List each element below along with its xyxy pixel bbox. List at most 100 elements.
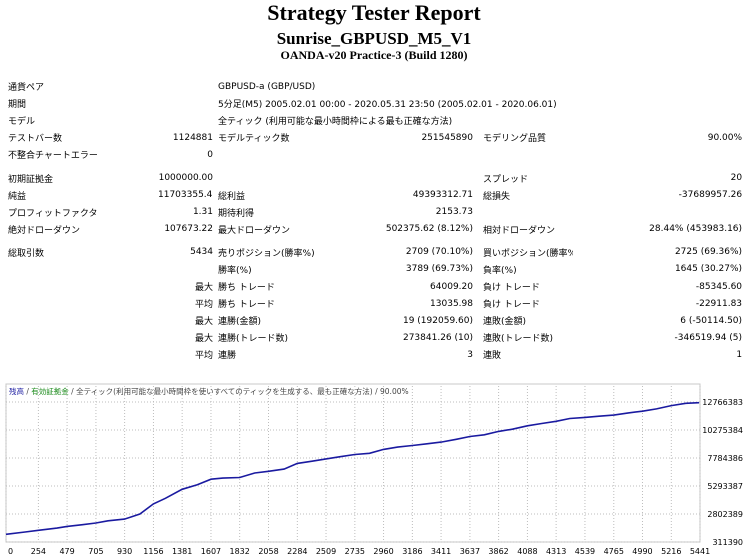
- y-tick-label: 5293387: [707, 482, 743, 491]
- x-tick-label: 4539: [575, 547, 595, 556]
- max-consec-profit-value: 273841.26 (10): [402, 332, 473, 343]
- loss-label: 負率(%): [483, 265, 517, 276]
- long-value: 2725 (69.36%): [674, 247, 743, 258]
- x-tick-label: 2284: [287, 547, 307, 556]
- y-tick-label: 10275384: [702, 426, 743, 435]
- avg-consec-losses-value: 1: [736, 349, 743, 360]
- max-consec-wins-value: 19 (192059.60): [402, 315, 473, 326]
- bars-value: 1124881: [172, 132, 213, 143]
- trades-value: 5434: [190, 247, 213, 258]
- x-tick-label: 1156: [143, 547, 163, 556]
- win-label: 勝率(%): [218, 265, 252, 276]
- net-value: 11703355.45: [158, 190, 213, 201]
- x-tick-label: 3411: [431, 547, 451, 556]
- gross-loss-label: 総損失: [483, 191, 511, 202]
- row-avg-consec: 平均 連勝 3 連敗 1: [8, 346, 742, 363]
- quality-label: モデリング品質: [483, 134, 547, 145]
- x-tick-label: 930: [117, 547, 132, 556]
- x-tick-label: 3862: [488, 547, 508, 556]
- report-subtitle: Sunrise_GBPUSD_M5_V1: [276, 29, 472, 48]
- balance-chart: 残高 / 有効証拠金 / 全ティック(利用可能な最小時間枠を使いすべてのティック…: [5, 383, 743, 556]
- x-tick-label: 3186: [402, 547, 422, 556]
- largest-loss-label: 負け トレード: [483, 283, 540, 294]
- largest-win-value: 64009.20: [430, 281, 473, 292]
- grid: [5, 386, 701, 543]
- balance-line: [5, 401, 700, 536]
- largest-word: 最大: [194, 283, 213, 294]
- x-tick-label: 1607: [201, 547, 221, 556]
- pf-value: 1.31: [192, 207, 213, 218]
- rel-dd-value: 28.44% (453983.16): [649, 224, 743, 235]
- abs-dd-value: 107673.22: [164, 224, 213, 235]
- row-consec-profit: 最大 連勝(トレード数) 273841.26 (10) 連敗(トレード数) -3…: [8, 329, 742, 346]
- avg-consec-wins-value: 3: [467, 349, 473, 360]
- x-tick-label: 4088: [517, 547, 537, 556]
- model-value: 全ティック (利用可能な最小時間枠による最も正確な方法): [218, 117, 453, 128]
- y-tick-label: 12766383: [702, 398, 743, 407]
- row-net: 純益 11703355.45 総利益 49393312.71 総損失 -3768…: [8, 187, 742, 204]
- pf-label: プロフィットファクタ: [8, 208, 98, 219]
- row-bars: テストバー数 1124881 モデルティック数 251545890 モデリング品…: [8, 129, 742, 146]
- gross-profit-label: 総利益: [218, 191, 246, 202]
- symbol-label: 通貨ペア: [8, 83, 45, 94]
- report-title: Strategy Tester Report: [267, 0, 481, 25]
- consec-profit-word: 最大: [194, 334, 213, 345]
- x-tick-label: 4990: [632, 547, 652, 556]
- row-symbol: 通貨ペア GBPUSD-a (GBP/USD): [8, 78, 742, 95]
- legend-balance: 残高: [9, 386, 24, 396]
- trades-label: 総取引数: [8, 248, 45, 259]
- period-label: 期間: [8, 100, 27, 111]
- spread-label: スプレッド: [483, 174, 529, 185]
- win-value: 3789 (69.73%): [405, 264, 473, 275]
- row-model: モデル 全ティック (利用可能な最小時間枠による最も正確な方法): [8, 112, 742, 129]
- avg-consec-wins-label: 連勝: [218, 351, 237, 362]
- plot-area: [5, 383, 701, 543]
- ticks-value: 251545890: [421, 132, 473, 143]
- avg-consec-word: 平均: [194, 351, 213, 362]
- x-tick-label: 1832: [229, 547, 249, 556]
- max-dd-value: 502375.62 (8.12%): [385, 224, 473, 235]
- report-table: 通貨ペア GBPUSD-a (GBP/USD) 期間 5分足(M5) 2005.…: [8, 78, 742, 364]
- deposit-label: 初期証拠金: [8, 174, 54, 185]
- row-period: 期間 5分足(M5) 2005.02.01 00:00 - 2020.05.31…: [8, 95, 742, 112]
- x-tick-label: 4765: [604, 547, 624, 556]
- short-value: 2709 (70.10%): [405, 247, 473, 258]
- row-winrate: 勝率(%) 3789 (69.73%) 負率(%) 1645 (30.27%): [8, 261, 742, 278]
- avg-loss-value: -22911.83: [695, 298, 743, 309]
- x-tick-label: 2735: [345, 547, 365, 556]
- consec-wins-word: 最大: [194, 317, 213, 328]
- row-mismatch: 不整合チャートエラー 0: [8, 146, 742, 163]
- row-deposit: 初期証拠金 1000000.00 スプレッド 20: [8, 169, 742, 186]
- gross-profit-value: 49393312.71: [412, 190, 473, 201]
- x-tick-label: 4313: [546, 547, 566, 556]
- rel-dd-label: 相対ドローダウン: [483, 225, 556, 236]
- deposit-value: 1000000.00: [158, 173, 213, 184]
- x-tick-label: 5441: [690, 547, 710, 556]
- avg-loss-label: 負け トレード: [483, 300, 540, 311]
- loss-value: 1645 (30.27%): [674, 264, 743, 275]
- symbol-value: GBPUSD-a (GBP/USD): [218, 81, 316, 92]
- x-tick-label: 2509: [316, 547, 336, 556]
- x-tick-label: 705: [88, 547, 103, 556]
- net-label: 純益: [8, 191, 27, 202]
- avg-win-label: 勝ち トレード: [218, 300, 275, 311]
- row-dd: 絶対ドローダウン 107673.22 最大ドローダウン 502375.62 (8…: [8, 221, 742, 238]
- row-trades: 総取引数 5434 売りポジション(勝率%) 2709 (70.10%) 買いポ…: [8, 244, 742, 261]
- mismatch-value: 0: [207, 149, 213, 160]
- avg-consec-losses-label: 連敗: [483, 351, 502, 362]
- max-dd-label: 最大ドローダウン: [218, 225, 291, 236]
- y-axis-ticks: 12766383 10275384 7784386 5293387 2802389 311…: [702, 398, 743, 547]
- bars-label: テストバー数: [8, 134, 63, 145]
- legend-sep-3: /: [373, 387, 380, 396]
- max-consec-wins-label: 連勝(金額): [218, 317, 262, 328]
- model-label: モデル: [8, 117, 36, 128]
- largest-loss-value: -85345.60: [695, 281, 743, 292]
- period-value: 5分足(M5) 2005.02.01 00:00 - 2020.05.31 23…: [218, 100, 557, 111]
- x-axis-ticks: 0 254 479 705 930 1156 1381 1607 1832 2058 2284 250…: [8, 547, 710, 556]
- row-consec-wins: 最大 連勝(金額) 19 (192059.60) 連敗(金額) 6 (-5011…: [8, 312, 742, 329]
- gross-loss-value: -37689957.26: [678, 190, 743, 201]
- x-tick-label: 1381: [172, 547, 192, 556]
- expected-label: 期待利得: [218, 208, 255, 219]
- report-server: OANDA-v20 Practice-3 (Build 1280): [280, 48, 468, 62]
- y-tick-label: 2802389: [707, 510, 743, 519]
